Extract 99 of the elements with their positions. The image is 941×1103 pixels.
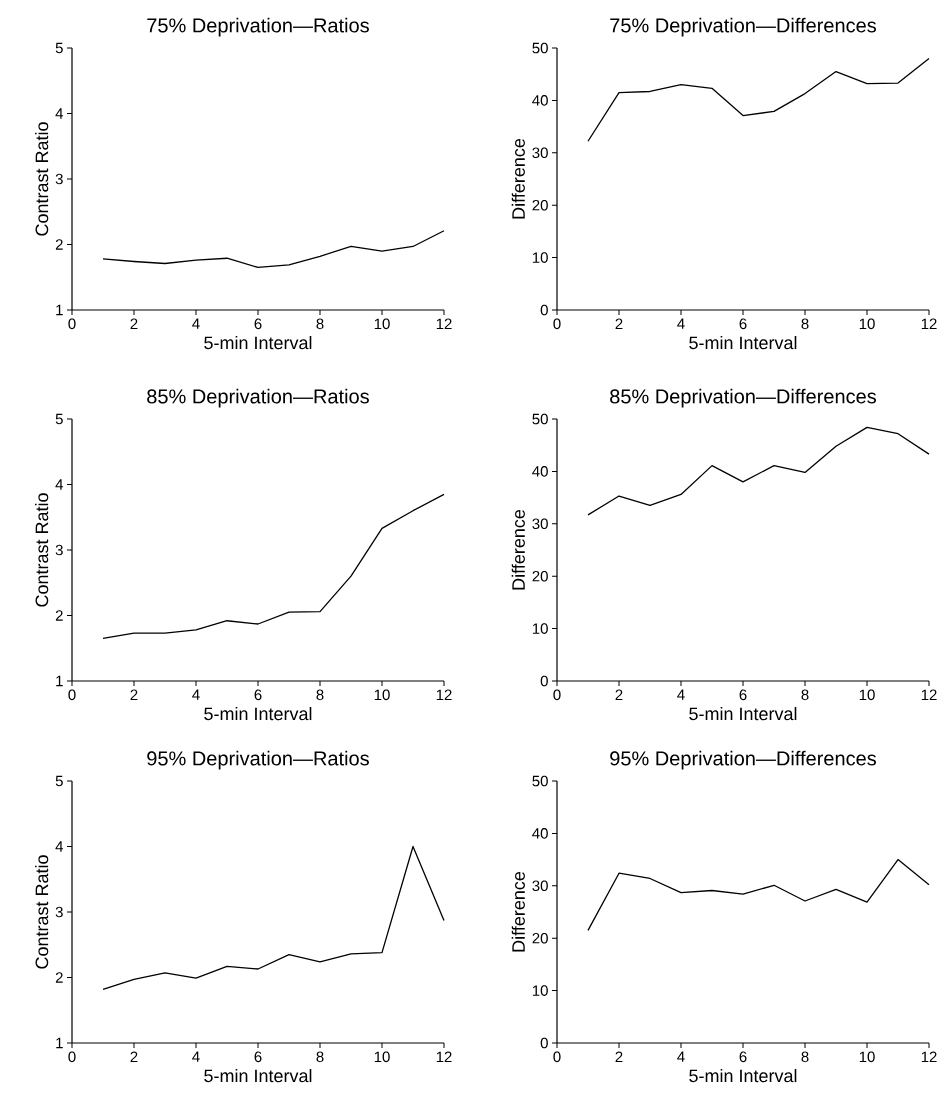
y-tick-label: 40 xyxy=(532,466,549,477)
chart-title: 85% Deprivation—Differences xyxy=(610,388,877,408)
x-tick-label: 10 xyxy=(859,318,875,330)
y-axis-title: Difference xyxy=(511,871,526,952)
line-series xyxy=(102,845,445,990)
y-tick-label: 20 xyxy=(532,932,549,944)
y-tick-label: 20 xyxy=(532,570,549,582)
y-axis-title: Contrast Ratio xyxy=(35,493,49,607)
line-series xyxy=(587,57,930,142)
x-tick-label: 10 xyxy=(859,689,875,701)
x-tick-label: 2 xyxy=(130,1051,138,1063)
x-tick-label: 2 xyxy=(130,318,138,329)
y-tick-label: 1 xyxy=(56,675,63,687)
y-tick-label: 2 xyxy=(56,239,63,250)
x-axis-title: 5-min Interval xyxy=(204,336,312,350)
x-tick-label: 12 xyxy=(436,689,452,700)
line-series xyxy=(102,493,445,640)
x-tick-label: 6 xyxy=(254,1051,262,1063)
x-tick-label: 10 xyxy=(859,1051,875,1063)
x-tick-label: 4 xyxy=(677,318,685,329)
y-tick-label: 5 xyxy=(55,413,63,425)
y-axis-title: Difference xyxy=(511,138,526,219)
y-tick-label: 0 xyxy=(540,675,549,687)
y-tick-label: 10 xyxy=(533,985,549,996)
x-tick-label: 2 xyxy=(615,689,623,700)
x-tick-label: 0 xyxy=(553,1051,561,1063)
y-tick-label: 4 xyxy=(55,108,64,119)
y-tick-label: 3 xyxy=(55,173,63,185)
x-tick-label: 12 xyxy=(436,1051,452,1063)
x-tick-label: 8 xyxy=(316,1051,324,1063)
y-tick-label: 50 xyxy=(532,42,549,54)
y-tick-label: 1 xyxy=(56,1037,63,1049)
y-tick-label: 0 xyxy=(540,1037,549,1049)
line-series xyxy=(102,230,445,269)
x-tick-label: 0 xyxy=(68,318,76,330)
line-series xyxy=(587,858,930,931)
x-tick-label: 8 xyxy=(316,689,324,701)
x-tick-label: 4 xyxy=(192,689,200,700)
x-tick-label: 12 xyxy=(921,689,937,700)
x-tick-label: 8 xyxy=(801,318,809,330)
y-tick-label: 20 xyxy=(532,199,549,211)
y-tick-label: 40 xyxy=(532,828,549,839)
x-tick-label: 6 xyxy=(739,1051,747,1063)
y-axis-title: Contrast Ratio xyxy=(35,855,49,969)
y-tick-label: 5 xyxy=(55,42,63,54)
y-tick-label: 10 xyxy=(533,623,549,634)
chart-title: 95% Deprivation—Ratios xyxy=(147,750,370,770)
y-tick-label: 50 xyxy=(532,775,549,787)
x-axis-title: 5-min Interval xyxy=(689,707,797,721)
x-tick-label: 12 xyxy=(436,318,452,329)
y-tick-label: 3 xyxy=(55,906,63,918)
y-tick-label: 30 xyxy=(532,518,549,530)
x-tick-label: 6 xyxy=(254,689,262,701)
x-tick-label: 4 xyxy=(677,689,685,700)
x-axis-title: 5-min Interval xyxy=(689,1069,797,1083)
y-axis-title: Difference xyxy=(511,509,526,590)
x-tick-label: 8 xyxy=(801,1051,809,1063)
x-tick-label: 8 xyxy=(801,689,809,701)
x-axis-title: 5-min Interval xyxy=(204,1069,312,1083)
y-tick-label: 30 xyxy=(532,147,549,159)
y-tick-label: 1 xyxy=(56,304,63,316)
x-tick-label: 12 xyxy=(921,1051,937,1063)
x-tick-label: 4 xyxy=(192,1051,200,1062)
x-tick-label: 6 xyxy=(739,318,747,330)
chart-title: 75% Deprivation—Ratios xyxy=(147,17,370,37)
x-tick-label: 0 xyxy=(68,689,76,701)
chart-title: 95% Deprivation—Differences xyxy=(610,750,877,770)
x-tick-label: 6 xyxy=(739,689,747,701)
x-tick-label: 0 xyxy=(68,1051,76,1063)
y-tick-label: 0 xyxy=(540,304,549,316)
x-tick-label: 10 xyxy=(374,318,390,330)
x-tick-label: 12 xyxy=(921,318,937,329)
x-tick-label: 10 xyxy=(374,1051,390,1063)
x-axis-title: 5-min Interval xyxy=(204,707,312,721)
x-tick-label: 2 xyxy=(615,318,623,329)
x-tick-label: 2 xyxy=(130,689,138,700)
x-tick-label: 0 xyxy=(553,318,561,330)
y-tick-label: 2 xyxy=(56,610,63,621)
x-tick-label: 0 xyxy=(553,689,561,701)
x-tick-label: 4 xyxy=(192,318,200,329)
x-tick-label: 2 xyxy=(615,1051,623,1063)
line-series xyxy=(587,426,930,516)
y-tick-label: 30 xyxy=(532,880,549,892)
x-tick-label: 6 xyxy=(254,318,262,330)
y-tick-label: 2 xyxy=(56,972,63,983)
y-tick-label: 4 xyxy=(55,479,64,490)
y-tick-label: 40 xyxy=(532,95,549,106)
chart-title: 75% Deprivation—Differences xyxy=(610,17,877,37)
y-tick-label: 10 xyxy=(533,252,549,263)
y-tick-label: 5 xyxy=(55,775,63,787)
x-tick-label: 8 xyxy=(316,318,324,330)
y-tick-label: 4 xyxy=(55,841,64,852)
y-tick-label: 50 xyxy=(532,413,549,425)
y-tick-label: 3 xyxy=(55,544,63,556)
x-tick-label: 10 xyxy=(374,689,390,701)
y-axis-title: Contrast Ratio xyxy=(35,122,49,236)
x-axis-title: 5-min Interval xyxy=(689,336,797,350)
chart-title: 85% Deprivation—Ratios xyxy=(147,388,370,408)
x-tick-label: 4 xyxy=(677,1051,685,1062)
